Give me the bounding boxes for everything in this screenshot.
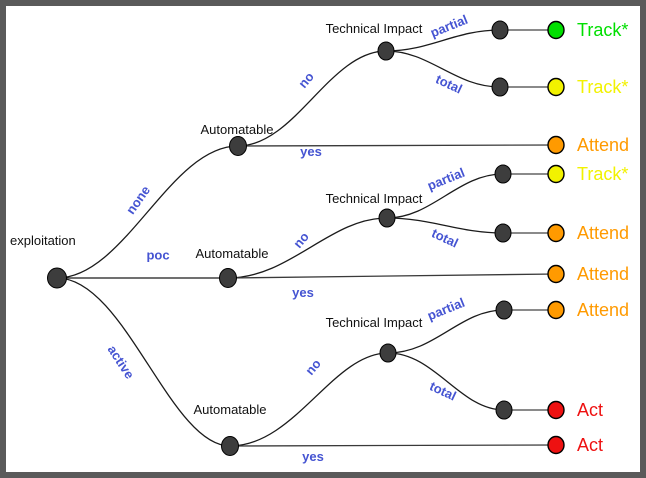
technical-impact-node-poc [378,208,396,228]
preleaf-node-poc-total [494,223,512,243]
outcome-node-track-yellow-1 [547,77,565,97]
edge-active-no-partial [387,309,505,354]
outcome-node-act-1 [547,400,565,420]
outcome-label-track-green: Track* [577,20,628,40]
preleaf-node-active-total [495,400,513,420]
edge-label-yes-2: yes [292,285,314,300]
preleaf-node-none-partial [491,20,509,40]
edge-poc-yes [227,273,557,279]
preleaf-node-active-partial [495,300,513,320]
outcome-node-track-green [547,20,565,40]
outcome-node-act-2 [547,435,565,455]
edge-poc-no [227,217,388,279]
edge-none-no-partial [385,29,501,52]
automatable-label-active: Automatable [194,402,267,417]
outcome-node-attend-2 [547,223,565,243]
outcome-label-attend-2: Attend [577,223,629,243]
automatable-node-poc [219,268,237,288]
outcome-node-attend-4 [547,300,565,320]
technical-impact-node-none [377,41,395,61]
exploitation-node [47,267,67,289]
automatable-label-none: Automatable [201,122,274,137]
outcome-label-act-2: Act [577,435,603,455]
outcome-label-attend-4: Attend [577,300,629,320]
edge-none-yes [237,144,557,147]
edge-active-yes [229,444,557,447]
edge-active-no-total [387,352,505,411]
technical-impact-label-active: Technical Impact [326,315,423,330]
technical-impact-label-poc: Technical Impact [326,191,423,206]
edge-poc-no-total [386,217,504,234]
edge-label-yes-3: yes [302,449,324,464]
automatable-node-none [229,136,247,156]
outcome-label-attend-1: Attend [577,135,629,155]
edge-active-no [229,352,389,447]
root-label: exploitation [10,233,76,248]
preleaf-node-none-total [491,77,509,97]
technical-impact-node-active [379,343,397,363]
edge-none-no [237,50,387,147]
edge-none [56,145,239,279]
automatable-node-active [221,436,239,456]
edge-active [56,277,231,447]
outcome-label-attend-3: Attend [577,264,629,284]
edge-label-yes-1: yes [300,144,322,159]
outcome-node-attend-3 [547,264,565,284]
outcome-label-track-yellow-1: Track* [577,77,628,97]
edge-label-poc: poc [146,248,169,263]
automatable-label-poc: Automatable [196,246,269,261]
outcome-label-act-1: Act [577,400,603,420]
edge-poc-no-partial [386,173,504,219]
outcome-label-track-yellow-2: Track* [577,164,628,184]
edge-none-no-total [385,50,501,88]
technical-impact-label-none: Technical Impact [326,21,423,36]
outcome-node-attend-1 [547,135,565,155]
preleaf-node-poc-partial [494,164,512,184]
outcome-node-track-yellow-2 [547,164,565,184]
